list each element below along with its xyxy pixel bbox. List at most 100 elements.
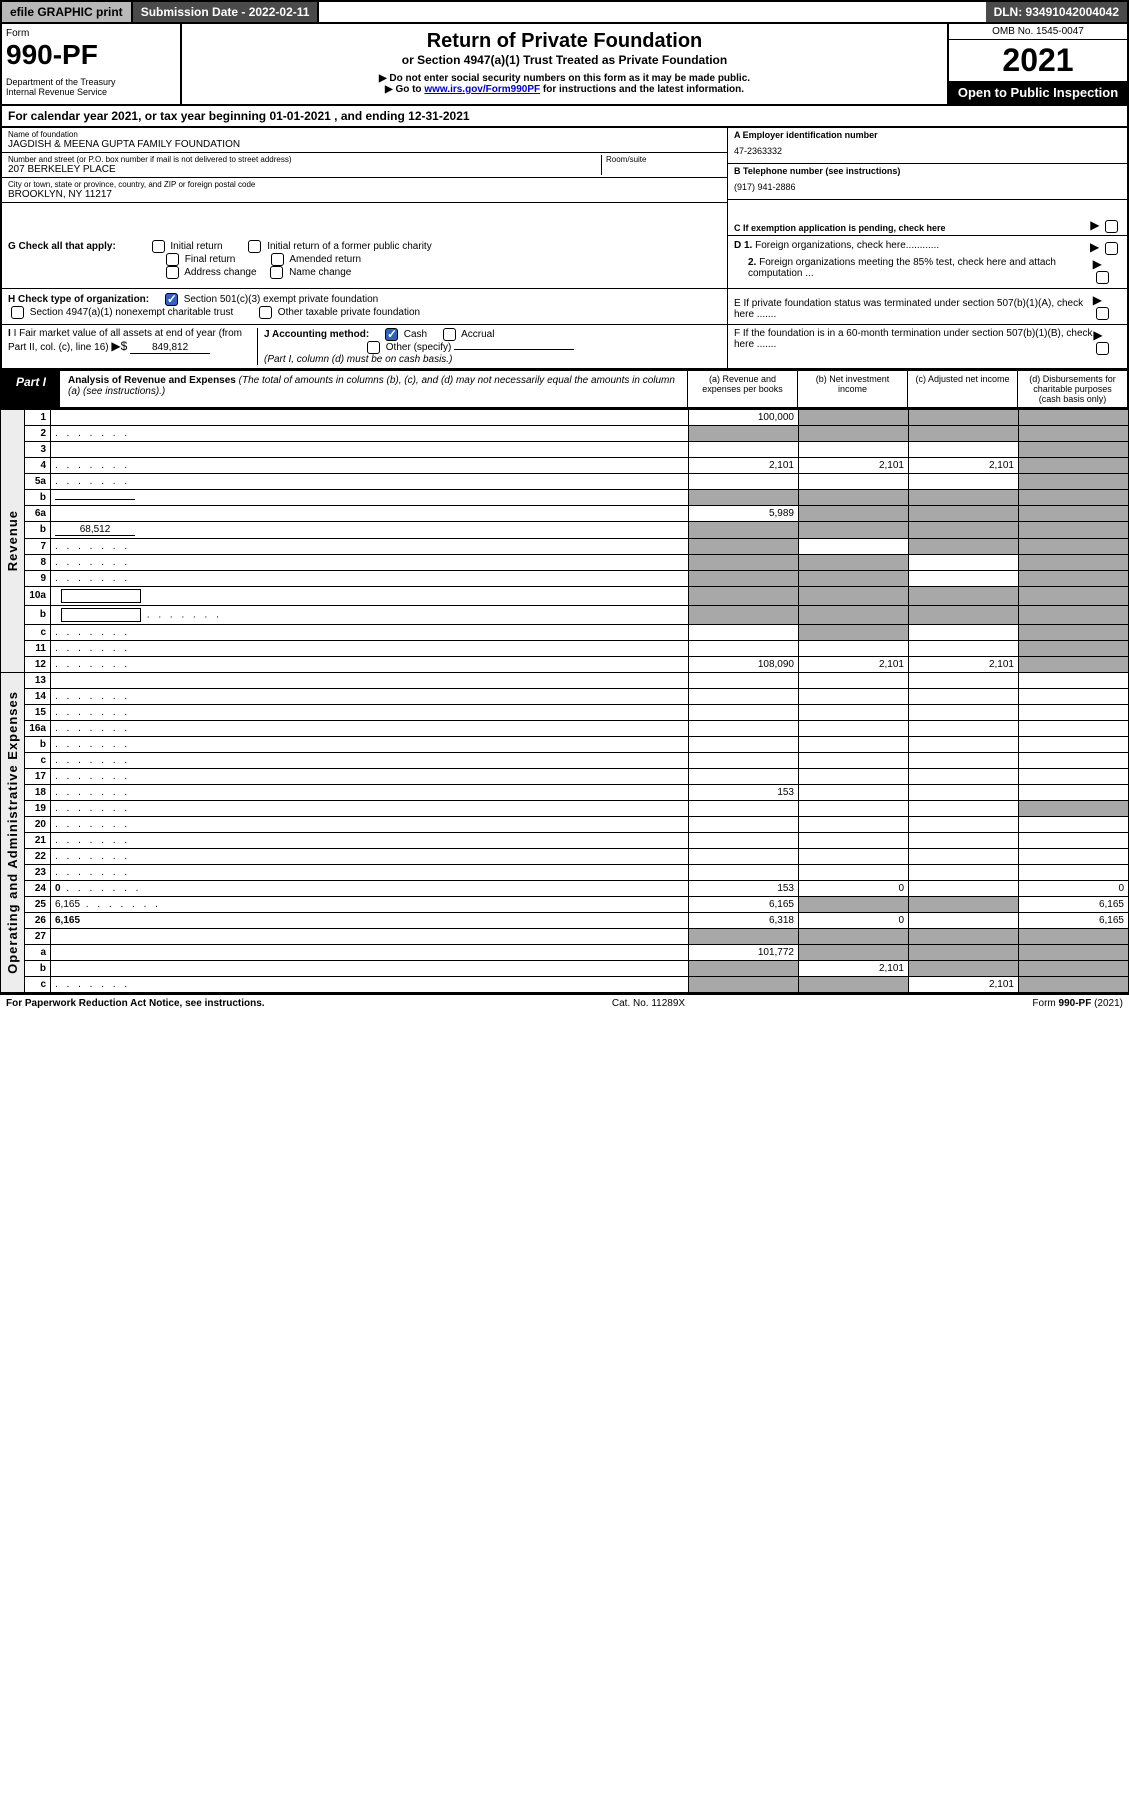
amount-cell-b (799, 521, 909, 538)
table-row: c . . . . . . .2,101 (1, 976, 1129, 992)
phone-value: (917) 941-2886 (734, 182, 1121, 192)
line-description: 68,512 (51, 521, 689, 538)
line-description: . . . . . . . (51, 656, 689, 672)
amount-cell-c (909, 960, 1019, 976)
amount-cell-a (689, 752, 799, 768)
line-number: 20 (25, 816, 51, 832)
amount-cell-d (1019, 784, 1129, 800)
col-c-header: (c) Adjusted net income (907, 371, 1017, 407)
ein-cell: A Employer identification number 47-2363… (728, 128, 1127, 164)
efile-print-label[interactable]: efile GRAPHIC print (2, 2, 133, 22)
h-org-type: H Check type of organization: Section 50… (2, 289, 727, 324)
amount-cell-c (909, 586, 1019, 605)
amount-cell-d (1019, 768, 1129, 784)
part-1-desc: Analysis of Revenue and Expenses (The to… (60, 371, 687, 407)
amount-cell-c (909, 768, 1019, 784)
line-number: b (25, 489, 51, 505)
amount-cell-d (1019, 489, 1129, 505)
h-501c3-checkbox[interactable] (165, 293, 178, 306)
d1-checkbox[interactable] (1105, 242, 1118, 255)
j-cash-checkbox[interactable] (385, 328, 398, 341)
d2-checkbox[interactable] (1096, 271, 1109, 284)
amount-cell-b (799, 624, 909, 640)
j-accounting-method: J Accounting method: Cash Accrual Other … (258, 328, 721, 365)
amount-cell-d (1019, 521, 1129, 538)
line-number: c (25, 752, 51, 768)
amount-cell-a (689, 720, 799, 736)
g-final-return[interactable] (166, 253, 179, 266)
section-g-d: G Check all that apply: Initial return I… (0, 236, 1129, 289)
amount-cell-a (689, 554, 799, 570)
amount-cell-c (909, 605, 1019, 624)
form-number: 990-PF (6, 39, 176, 71)
table-row: 8 . . . . . . . (1, 554, 1129, 570)
table-row: 5a . . . . . . . (1, 473, 1129, 489)
g-initial-former[interactable] (248, 240, 261, 253)
amount-cell-b (799, 816, 909, 832)
line-description: 6,165 . . . . . . . (51, 896, 689, 912)
c-checkbox[interactable] (1105, 220, 1118, 233)
amount-cell-d (1019, 538, 1129, 554)
amount-cell-a (689, 672, 799, 688)
c-pending-cell: C If exemption application is pending, c… (728, 200, 1127, 236)
amount-cell-c (909, 538, 1019, 554)
line-description: . . . . . . . (51, 784, 689, 800)
line-number: b (25, 605, 51, 624)
instruct-2: ▶ Go to www.irs.gov/Form990PF for instru… (188, 84, 941, 95)
amount-cell-a: 2,101 (689, 457, 799, 473)
amount-cell-c (909, 704, 1019, 720)
h-4947-checkbox[interactable] (11, 306, 24, 319)
g-name-change[interactable] (270, 266, 283, 279)
amount-cell-c: 2,101 (909, 976, 1019, 992)
amount-cell-c (909, 928, 1019, 944)
table-row: 17 . . . . . . . (1, 768, 1129, 784)
line-number: 3 (25, 441, 51, 457)
amount-cell-a (689, 832, 799, 848)
amount-cell-a (689, 473, 799, 489)
top-bar: efile GRAPHIC print Submission Date - 20… (0, 0, 1129, 24)
amount-cell-b: 2,101 (799, 457, 909, 473)
j-accrual-checkbox[interactable] (443, 328, 456, 341)
amount-cell-d (1019, 720, 1129, 736)
line-number: 1 (25, 409, 51, 425)
irs-link[interactable]: www.irs.gov/Form990PF (424, 84, 540, 95)
amount-cell-b (799, 425, 909, 441)
line-description: . . . . . . . (51, 605, 689, 624)
table-row: 12 . . . . . . .108,0902,1012,101 (1, 656, 1129, 672)
table-row: 9 . . . . . . . (1, 570, 1129, 586)
amount-cell-d (1019, 816, 1129, 832)
line-number: 24 (25, 880, 51, 896)
table-row: 10a (1, 586, 1129, 605)
room-suite-label: Room/suite (606, 155, 721, 164)
line-number: a (25, 944, 51, 960)
amount-cell-a: 100,000 (689, 409, 799, 425)
amount-cell-d (1019, 960, 1129, 976)
line-number: 26 (25, 912, 51, 928)
amount-cell-a (689, 864, 799, 880)
g-initial-return[interactable] (152, 240, 165, 253)
amount-cell-d (1019, 505, 1129, 521)
amount-cell-b (799, 640, 909, 656)
line-number: 13 (25, 672, 51, 688)
e-checkbox[interactable] (1096, 307, 1109, 320)
table-row: 6a5,989 (1, 505, 1129, 521)
foundation-name: JAGDISH & MEENA GUPTA FAMILY FOUNDATION (8, 139, 721, 150)
line-number: 12 (25, 656, 51, 672)
amount-cell-a (689, 640, 799, 656)
j-other-checkbox[interactable] (367, 341, 380, 354)
g-address-change[interactable] (166, 266, 179, 279)
amount-cell-c (909, 570, 1019, 586)
i-value: 849,812 (130, 342, 210, 354)
amount-cell-d: 6,165 (1019, 896, 1129, 912)
amount-cell-c (909, 864, 1019, 880)
amount-cell-c (909, 752, 1019, 768)
line-description: . . . . . . . (51, 816, 689, 832)
h-other-taxable-checkbox[interactable] (259, 306, 272, 319)
table-row: 14 . . . . . . . (1, 688, 1129, 704)
amount-cell-b (799, 570, 909, 586)
g-amended[interactable] (271, 253, 284, 266)
amount-cell-b (799, 441, 909, 457)
table-row: 15 . . . . . . . (1, 704, 1129, 720)
f-checkbox[interactable] (1096, 342, 1109, 355)
amount-cell-d (1019, 570, 1129, 586)
